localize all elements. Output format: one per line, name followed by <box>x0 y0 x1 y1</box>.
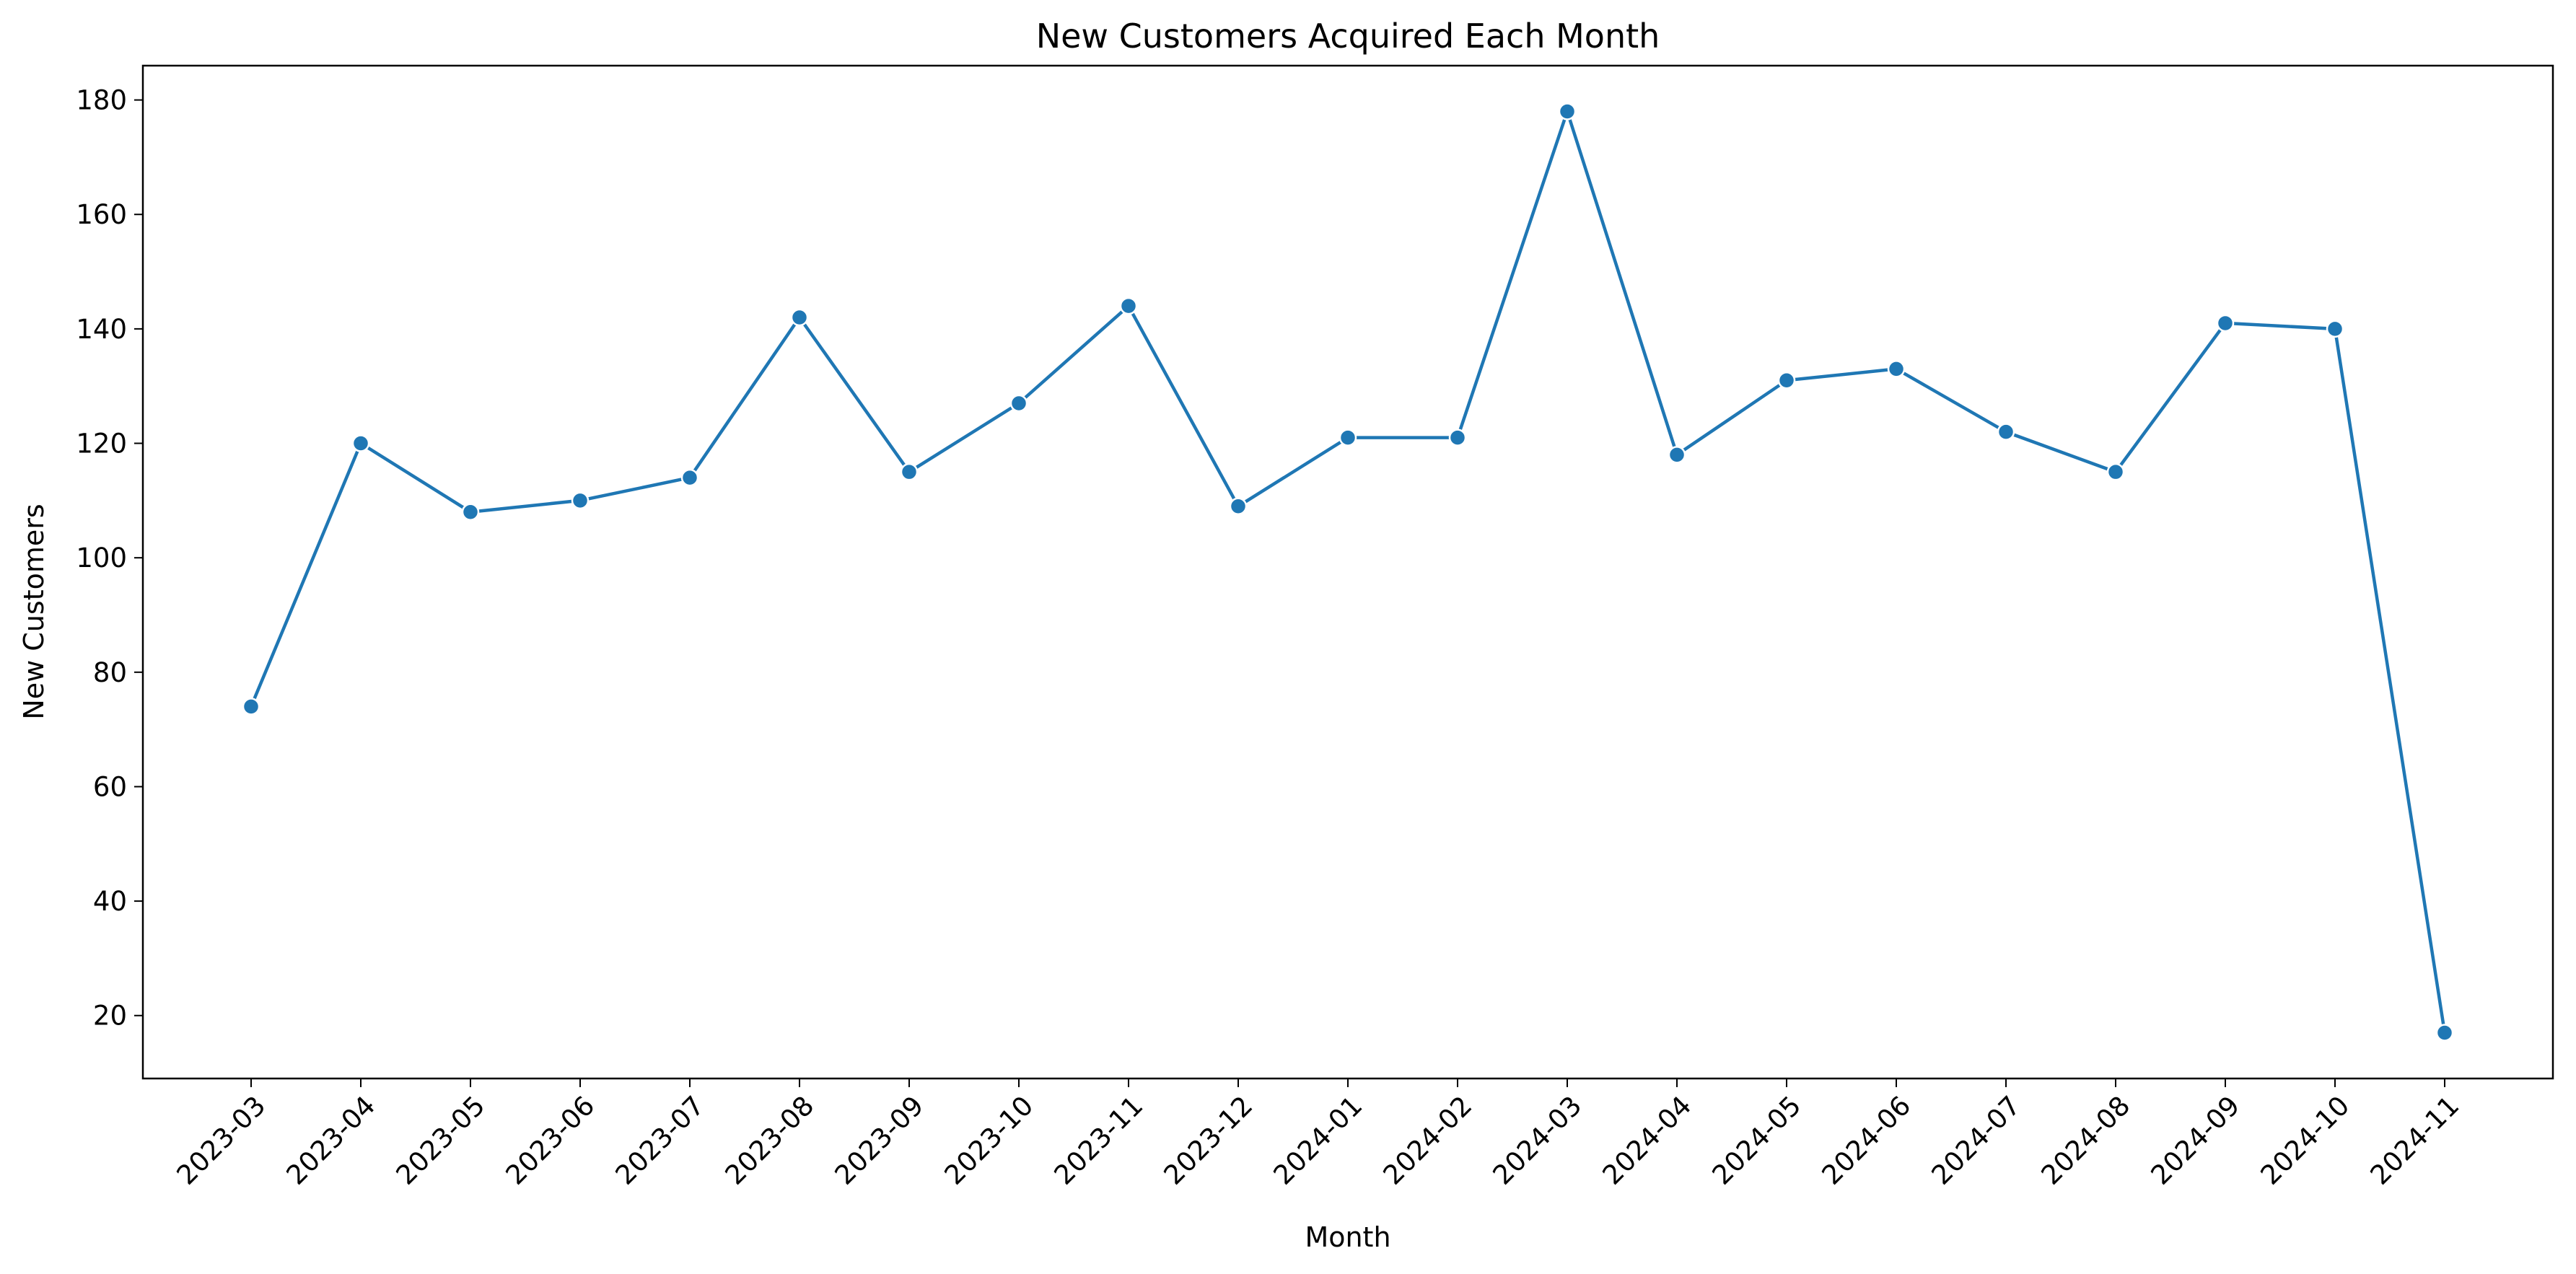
series-layer <box>242 102 2454 1042</box>
y-tick-label: 40 <box>93 886 127 917</box>
y-tick-label: 140 <box>76 314 127 345</box>
data-point <box>2435 1024 2454 1042</box>
data-point <box>461 503 480 521</box>
y-axis-label: New Customers <box>18 504 50 719</box>
data-point <box>1887 360 1906 378</box>
data-point <box>2326 320 2344 338</box>
y-tick-label: 120 <box>76 429 127 460</box>
axes-frame <box>141 64 2554 1080</box>
y-tick-label: 100 <box>76 542 127 574</box>
x-axis-label: Month <box>1305 1221 1390 1253</box>
y-tick-label: 80 <box>93 657 127 688</box>
data-point <box>790 308 809 327</box>
y-axis-ticks: 20 40 60 80 100 120 140 160 180 <box>76 85 143 1032</box>
y-tick-label: 20 <box>93 1001 127 1032</box>
y-tick-label: 60 <box>93 771 127 802</box>
data-point <box>900 462 919 481</box>
data-point <box>1668 446 1686 464</box>
y-tick-label: 180 <box>76 85 127 116</box>
data-point <box>1448 429 1467 447</box>
data-point <box>1558 102 1577 120</box>
data-point <box>1119 296 1138 315</box>
data-point <box>1229 497 1248 516</box>
data-point <box>1997 423 2015 441</box>
data-point <box>2106 462 2125 481</box>
y-tick-label: 160 <box>76 199 127 230</box>
data-point <box>1339 429 1357 447</box>
data-point <box>680 468 699 487</box>
data-point <box>242 698 260 716</box>
data-point <box>571 491 590 510</box>
data-point <box>1777 372 1796 390</box>
chart-title: New Customers Acquired Each Month <box>1036 17 1660 56</box>
data-point <box>1009 394 1028 413</box>
data-point <box>2216 314 2235 333</box>
data-point <box>351 434 370 452</box>
